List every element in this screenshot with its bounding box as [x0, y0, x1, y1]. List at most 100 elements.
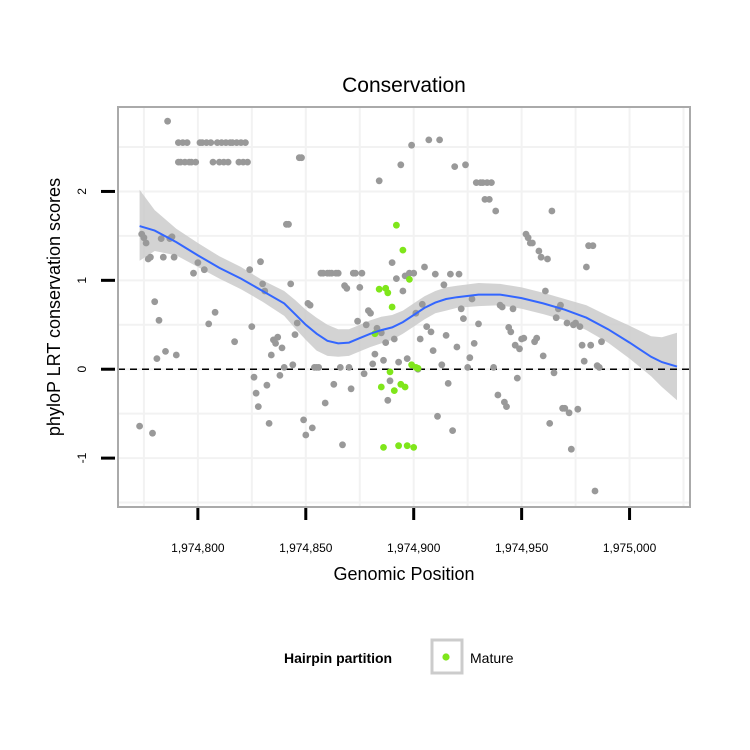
- data-point-other: [598, 338, 605, 346]
- legend-key-mature: [430, 638, 464, 675]
- plot-background: [118, 107, 690, 507]
- data-point-other: [390, 335, 398, 343]
- data-point-other: [490, 364, 497, 371]
- data-point-other: [192, 158, 200, 166]
- data-point-other: [293, 319, 301, 327]
- data-point-other: [147, 253, 154, 261]
- data-point-other: [343, 284, 351, 292]
- x-tick-label: 1,974,800: [171, 541, 225, 555]
- data-point-other: [546, 420, 554, 427]
- data-point-mature: [414, 364, 422, 372]
- data-point-mature: [375, 285, 383, 293]
- data-point-other: [388, 259, 396, 266]
- data-point-mature: [388, 303, 396, 311]
- data-point-other: [438, 361, 446, 369]
- data-point-other: [393, 275, 400, 282]
- data-point-other: [200, 266, 208, 274]
- data-point-other: [462, 161, 469, 169]
- data-point-other: [544, 255, 551, 263]
- data-point-other: [485, 196, 493, 203]
- data-points: [136, 117, 605, 495]
- data-point-mature: [384, 289, 392, 297]
- data-point-other: [302, 431, 310, 439]
- data-point-other: [460, 315, 467, 322]
- data-point-other: [170, 253, 178, 261]
- data-point-other: [466, 354, 474, 362]
- legend-mature-dot: [442, 653, 450, 661]
- data-point-other: [403, 355, 411, 362]
- data-point-other: [574, 405, 582, 413]
- data-point-other: [336, 364, 344, 371]
- data-point-other: [356, 284, 364, 291]
- data-point-other: [421, 263, 428, 271]
- data-point-other: [369, 360, 377, 368]
- data-point-other: [352, 269, 359, 277]
- data-point-other: [455, 270, 463, 278]
- x-axis-title: Genomic Position: [333, 564, 474, 584]
- data-point-other: [434, 412, 441, 420]
- data-point-other: [468, 295, 476, 303]
- data-point-other: [183, 139, 191, 147]
- data-point-other: [257, 258, 264, 266]
- data-point-other: [265, 420, 273, 427]
- data-point-other: [507, 328, 515, 336]
- data-point-other: [595, 364, 603, 371]
- data-point-other: [535, 247, 543, 255]
- data-point-other: [498, 303, 506, 311]
- legend-title: Hairpin partition: [284, 650, 392, 666]
- data-point-other: [580, 357, 588, 365]
- data-point-other: [321, 399, 329, 407]
- data-point-other: [589, 242, 597, 250]
- data-point-other: [427, 328, 435, 336]
- data-point-other: [136, 422, 144, 430]
- data-point-other: [272, 340, 279, 347]
- x-tick-label: 1,974,850: [279, 541, 333, 555]
- data-point-other: [576, 323, 584, 330]
- data-point-other: [276, 372, 284, 379]
- data-point-mature: [395, 442, 402, 450]
- plot-border: [117, 106, 691, 508]
- data-point-other: [155, 316, 163, 324]
- x-tick-label: 1,975,000: [603, 541, 657, 555]
- data-point-mature: [380, 444, 387, 451]
- data-point-other: [550, 369, 558, 377]
- data-point-other: [339, 441, 346, 449]
- data-point-other: [494, 391, 502, 399]
- data-point-other: [246, 266, 254, 274]
- data-point-other: [429, 347, 437, 354]
- data-point-mature: [406, 276, 413, 283]
- data-point-other: [291, 331, 299, 338]
- data-point-other: [457, 305, 465, 313]
- data-point-other: [244, 158, 251, 166]
- data-point-other: [289, 361, 297, 369]
- data-point-other: [367, 309, 374, 317]
- data-point-other: [194, 259, 202, 266]
- data-point-other: [524, 234, 532, 242]
- x-tick-label: 1,974,900: [387, 541, 441, 555]
- data-point-other: [254, 403, 262, 410]
- y-tick-label: 0: [75, 366, 89, 373]
- data-point-other: [382, 339, 390, 346]
- legend: Hairpin partition Mature: [284, 638, 514, 675]
- y-tick-label: 1: [75, 277, 89, 284]
- data-point-other: [354, 317, 361, 325]
- data-point-other: [492, 207, 500, 215]
- data-point-other: [397, 161, 405, 169]
- data-point-other: [442, 332, 450, 339]
- data-point-other: [529, 239, 536, 247]
- data-point-other: [587, 341, 595, 349]
- y-tick-label: 2: [75, 188, 89, 195]
- data-point-other: [408, 141, 415, 149]
- data-point-other: [209, 158, 217, 166]
- data-point-other: [567, 445, 575, 453]
- data-point-other: [157, 235, 165, 243]
- data-point-other: [172, 351, 180, 359]
- data-point-other: [259, 280, 266, 288]
- data-point-other: [252, 389, 260, 397]
- data-point-other: [211, 308, 219, 316]
- data-point-other: [563, 319, 571, 327]
- data-point-other: [561, 404, 569, 412]
- data-point-other: [578, 341, 586, 349]
- data-point-other: [565, 409, 573, 417]
- data-point-other: [358, 269, 366, 277]
